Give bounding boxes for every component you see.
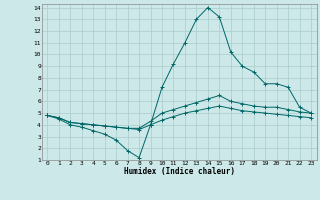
X-axis label: Humidex (Indice chaleur): Humidex (Indice chaleur) xyxy=(124,167,235,176)
